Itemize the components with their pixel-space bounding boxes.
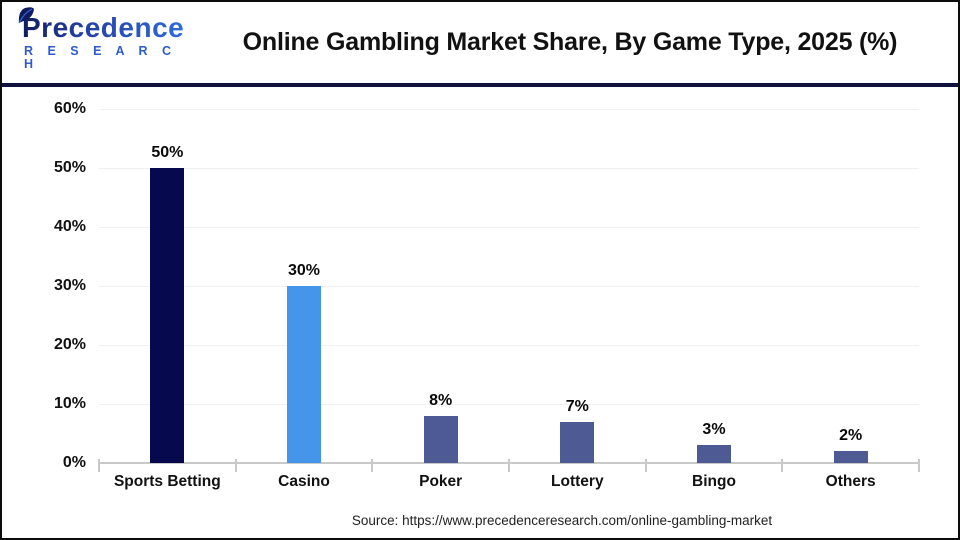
category-slot: 3% Bingo: [646, 109, 783, 490]
x-axis-category-label: Bingo: [692, 473, 736, 490]
bar: [423, 415, 458, 463]
gridline-10: [99, 404, 919, 405]
bar-value-label: 7%: [565, 397, 589, 415]
x-axis-tick: [371, 459, 374, 472]
category-slot: 8% Poker: [372, 109, 509, 490]
bar-value-label: 50%: [151, 144, 184, 161]
y-axis-tick-label: 60%: [53, 100, 86, 117]
gridline-20: [99, 345, 919, 346]
precedence-research-logo: Precedence R E S E A R C H: [18, 7, 190, 71]
y-axis-tick-label: 30%: [53, 277, 86, 294]
category-slot: 2% Others: [782, 109, 919, 490]
category-slot: 7% Lottery: [509, 109, 646, 490]
brand-subtitle: R E S E A R C H: [24, 44, 177, 71]
x-axis-category-label: Lottery: [551, 473, 604, 490]
y-axis-tick-label: 0%: [62, 454, 86, 471]
bar: [286, 286, 321, 463]
header-divider: [2, 83, 958, 87]
bar-value-label: 30%: [287, 262, 320, 279]
x-axis-category-label: Casino: [278, 473, 330, 490]
gridline-50: [99, 168, 919, 169]
bar-value-label: 8%: [429, 391, 453, 409]
logo-wordmark: Precedence: [18, 7, 185, 43]
bar: [150, 168, 185, 463]
y-axis-tick-label: 20%: [53, 336, 86, 353]
x-axis-tick: [644, 459, 647, 472]
x-axis-tick: [781, 459, 784, 472]
category-slot: 30% Casino: [236, 109, 373, 490]
x-axis-tick: [98, 459, 100, 472]
brand-name: Precedence: [22, 12, 185, 43]
x-axis-tick: [508, 459, 510, 472]
page-title: Online Gambling Market Share, By Game Ty…: [242, 28, 898, 56]
x-axis-category-label: Sports Betting: [113, 473, 221, 490]
bar-chart: 0% 10% 20% 30% 40% 50% 60% 50% Sports Betting 30%…: [54, 100, 920, 490]
x-axis-tick: [918, 459, 920, 472]
y-axis-tick-label: 40%: [53, 218, 86, 235]
y-axis-tick-label: 50%: [53, 159, 86, 176]
x-axis-tick: [234, 459, 237, 472]
gridline-40: [99, 227, 919, 228]
y-axis-tick-label: 10%: [53, 395, 86, 412]
leaf-icon: [18, 7, 34, 24]
bar-value-label: 2%: [839, 427, 863, 445]
category-slot: 50% Sports Betting: [99, 109, 236, 490]
source-text: Source: https://www.precedenceresearch.c…: [351, 513, 773, 528]
bar: [560, 421, 595, 463]
header: Precedence R E S E A R C H Online Gambli…: [2, 2, 958, 83]
bar: [833, 451, 868, 463]
gridline-60: [99, 109, 919, 110]
bar-value-label: 3%: [702, 421, 726, 439]
gridline-30: [99, 286, 919, 287]
bar: [696, 445, 731, 463]
x-axis-category-label: Poker: [419, 473, 463, 490]
x-axis-category-label: Others: [825, 473, 876, 490]
